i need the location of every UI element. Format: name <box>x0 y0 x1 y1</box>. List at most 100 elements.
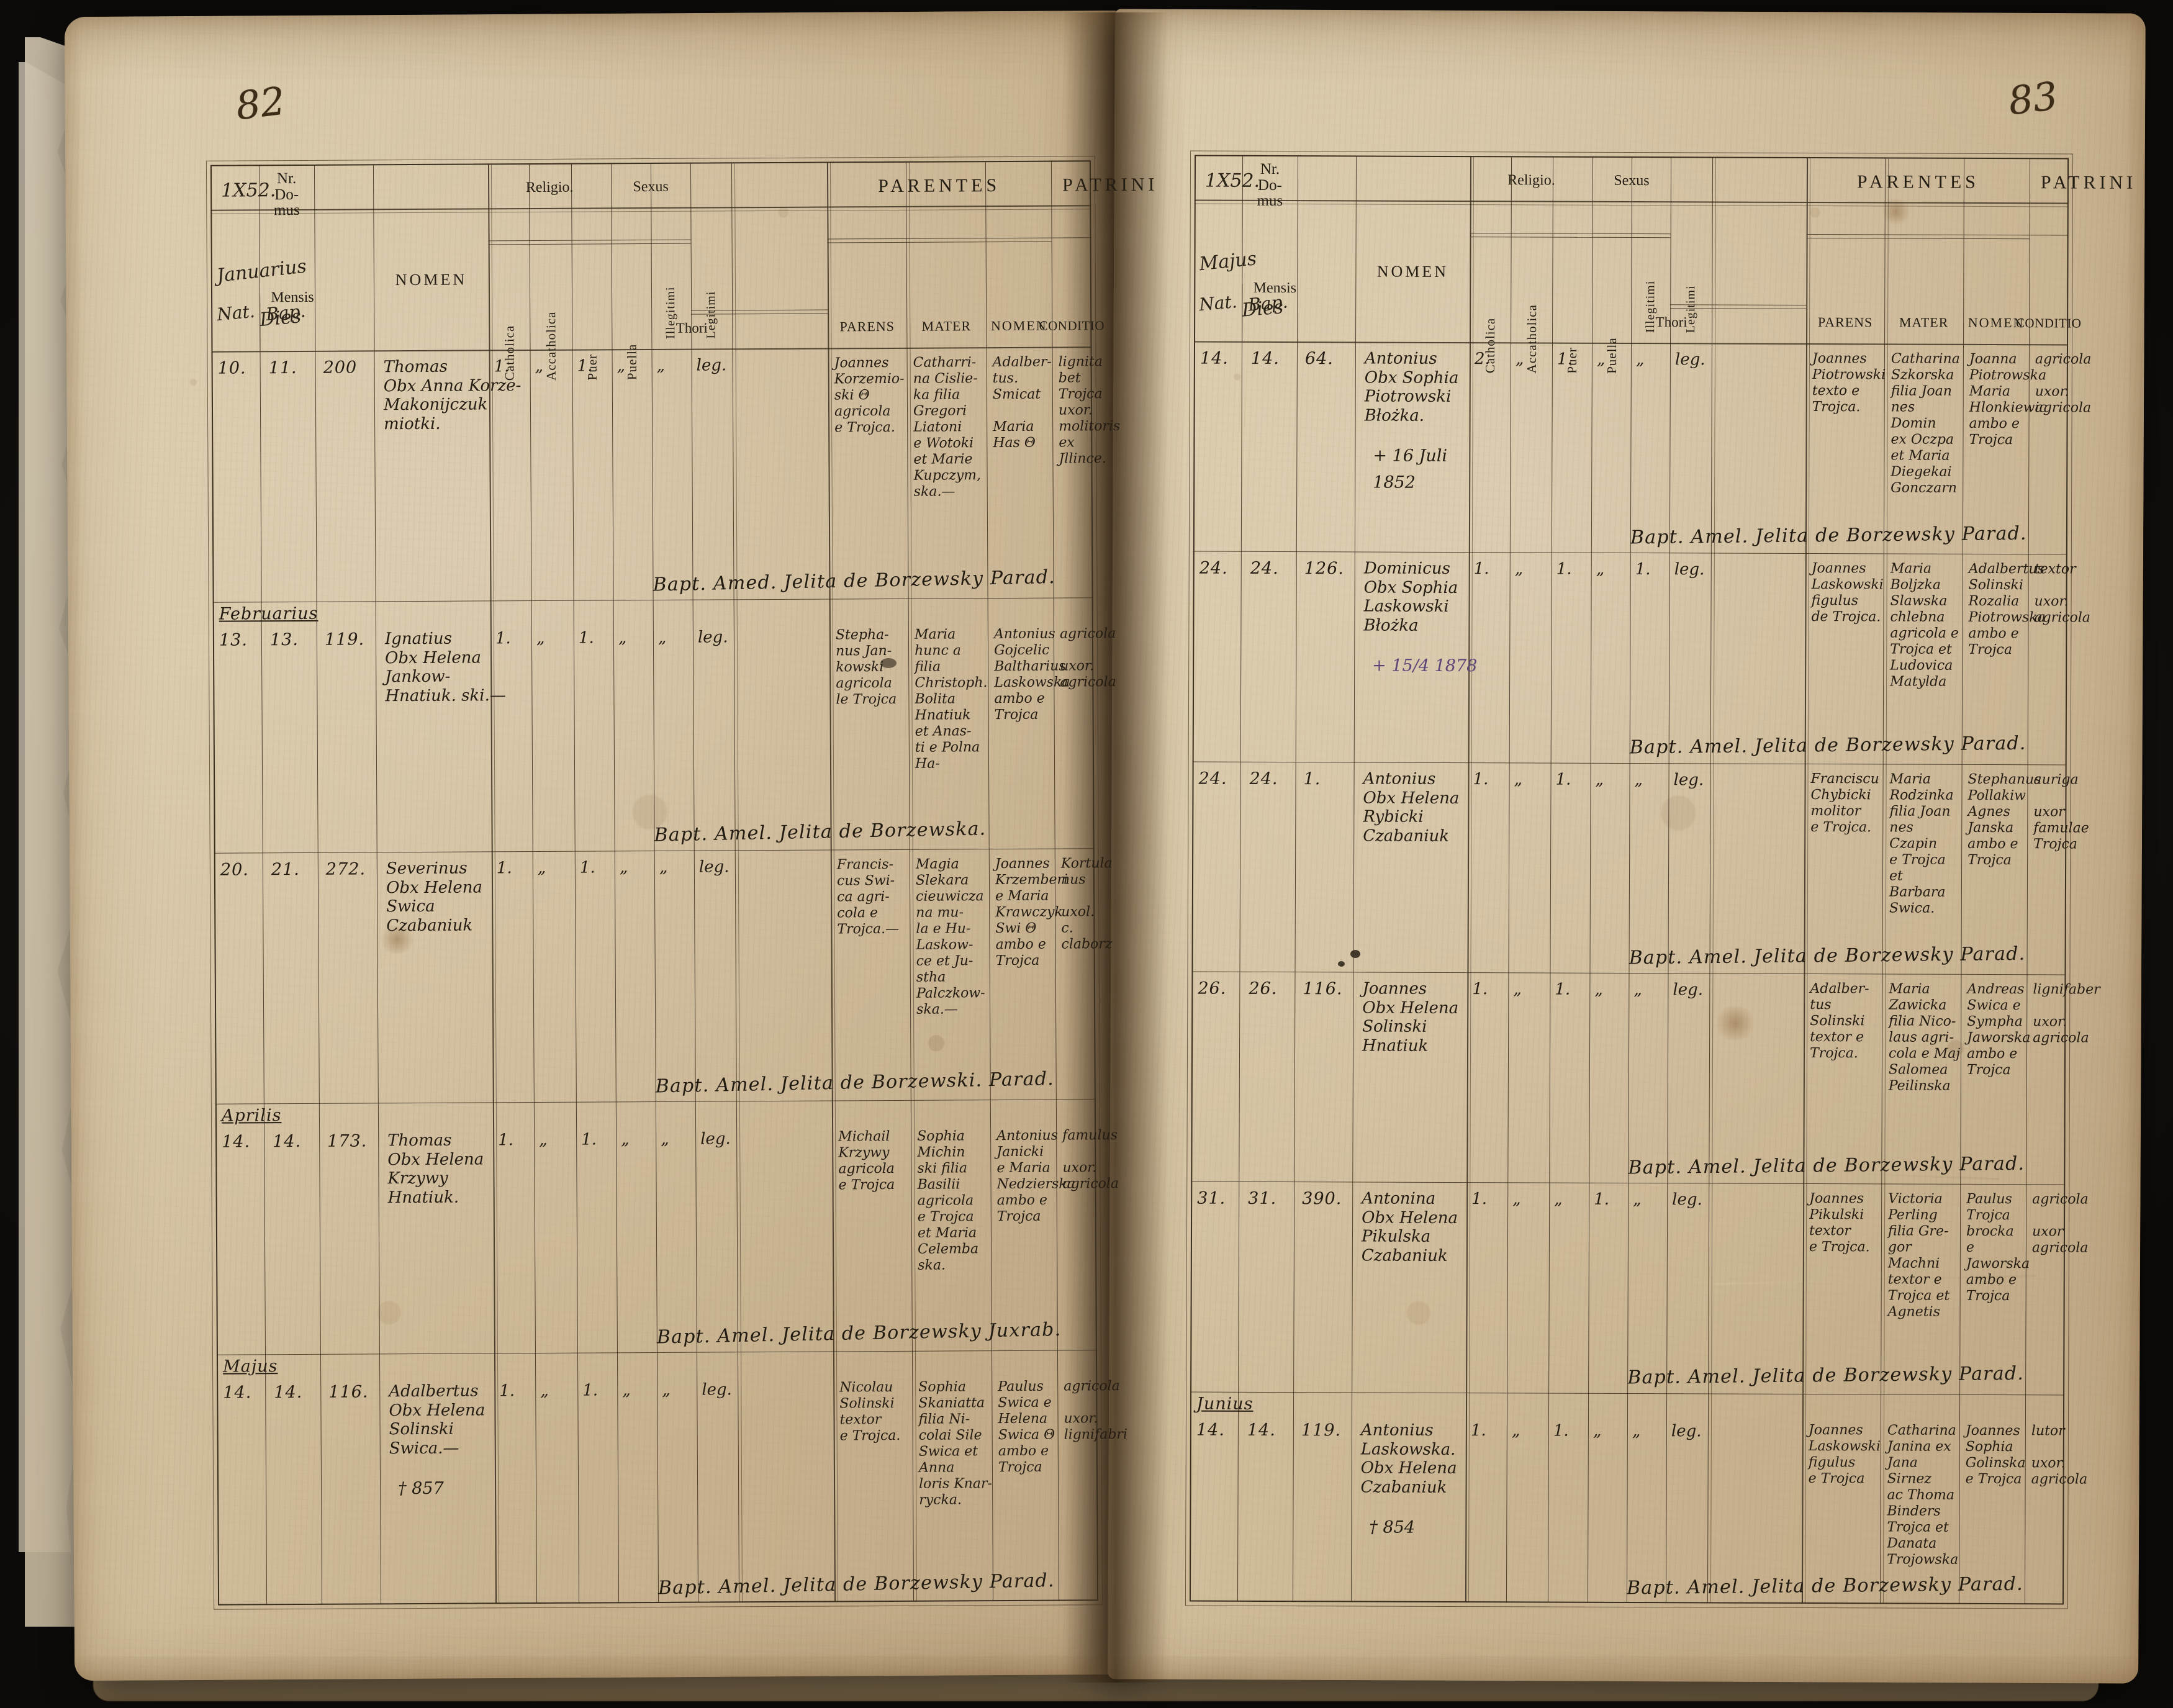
table-row: 24. 24. 1. Antonius Obx Helena Rybicki Czab… <box>1191 762 2089 975</box>
nomen-header: NOMEN <box>395 270 468 289</box>
row-mater: Maria hunc a filia Christoph. Bolita Hna… <box>914 626 988 772</box>
row-patrini-nomen: Joannes Krzemberi e Maria Krawczyk Swi Θ… <box>995 856 1068 969</box>
baptismus-header: Bap. <box>1247 291 1289 315</box>
row-mater: Maria Boljzka Slawska chlebna agricola e… <box>1890 561 1959 690</box>
row-parens: Stepha- nus Jan- kowski agricola le Troj… <box>835 627 897 708</box>
table-row: 31. 31. 390. Antonina Obx Helena Pikulska C… <box>1190 1182 2089 1394</box>
natus-header: Nat. <box>215 300 256 325</box>
parens-header: PARENS <box>839 319 895 335</box>
religio-header: Religio. <box>1507 172 1555 189</box>
row-accatholica: „ <box>535 356 544 376</box>
row-illegitimi: „ <box>1633 980 1642 1000</box>
row-mater: Maria Rodzinka filia Joan nes Czapin e T… <box>1889 771 1954 916</box>
row-conditio: agricola uxor. lignifabri <box>1064 1378 1127 1443</box>
row-nr-domus: 119. <box>324 630 365 649</box>
row-accatholica: „ <box>537 858 546 877</box>
row-patrini-nomen: Stephanus Pollakiw Agnes Janska ambo e T… <box>1967 771 2041 868</box>
row-accatholica: „ <box>536 628 545 648</box>
thori-header: Thori <box>675 320 708 336</box>
row-signature: Bapt. Amel. Jelita de Borzewsky Parad. <box>1626 1573 2023 1599</box>
sexus-header: Sexus <box>1614 173 1650 189</box>
row-conditio: lutor uxor. agricola <box>2031 1423 2088 1488</box>
conditio-header: CONDITIO <box>1039 318 1105 333</box>
row-dies-baptismus: 14. <box>273 1131 302 1152</box>
nr-domus-header-line: Nr. <box>276 170 297 188</box>
row-month: Junius <box>1196 1394 1254 1414</box>
row-dies-natus: 31. <box>1197 1188 1226 1208</box>
row-catholica: 1. <box>1471 1190 1488 1209</box>
row-legitimi: leg. <box>697 628 728 647</box>
row-legitimi: leg. <box>1674 350 1705 369</box>
row-signature: Bapt. Amel. Jelita de Borzewsky Parad. <box>657 1570 1055 1599</box>
row-mater: Maria Zawicka filia Nico- laus agri- col… <box>1888 981 1961 1094</box>
row-dies-natus: 14. <box>223 1383 252 1403</box>
row-dies-natus: 24. <box>1198 769 1227 788</box>
row-catholica: 2. <box>1474 350 1490 369</box>
parentes-header: PARENTES <box>1856 171 1979 193</box>
row-death-note: + 15/4 1878 <box>1372 656 1478 676</box>
row-conditio: auriga uxor famulae Trojca <box>2033 772 2089 852</box>
row-parens: Franciscu Chybicki molitor e Trojca. <box>1810 771 1879 836</box>
table-row: 10. 11. 200 Thomas Obx Anna Korze- Makonijc… <box>212 346 1121 602</box>
row-dies-natus: 14. <box>1196 1420 1225 1440</box>
table-row: 20. 21. 272. Severinus Obx Helena Swica Cza… <box>214 848 1113 1103</box>
table-row: Majus 14. 14. 116. Adalbertus Obx Helena Sol… <box>217 1350 1127 1605</box>
row-nr-domus: 1. <box>1303 769 1321 789</box>
row-dies-baptismus: 26. <box>1249 978 1278 999</box>
row-accatholica: „ <box>1515 350 1524 369</box>
row-catholica: 1. <box>499 1381 515 1401</box>
row-dies-natus: 14. <box>222 1132 251 1152</box>
row-illegitimi: „ <box>661 1129 669 1149</box>
row-signature: Bapt. Amel. Jelita de Borzewski. Parad. <box>655 1068 1055 1098</box>
row-accatholica: „ <box>1514 559 1524 579</box>
row-dies-natus: 24. <box>1199 558 1228 578</box>
row-mater: Magia Slekara cieuwicza na mu- la e Hu- … <box>915 856 985 1018</box>
row-parens: Adalber- tus Solinski textor e Trojca. <box>1809 981 1869 1062</box>
parens-header: PARENS <box>1817 314 1873 330</box>
row-legitimi: leg. <box>702 1380 732 1399</box>
table-row: Junius 14. 14. 119. Antonius Laskowska. Obx … <box>1190 1392 2087 1605</box>
row-dies-baptismus: 14. <box>1250 348 1280 369</box>
row-conditio: agricola uxor agricola <box>2031 1191 2089 1256</box>
row-puella: „ <box>1596 559 1605 579</box>
row-accatholica: „ <box>1511 1421 1520 1440</box>
row-puella: „ <box>622 1381 631 1400</box>
paper-stain <box>379 925 416 954</box>
row-catholica: 1. <box>495 629 511 648</box>
row-puer: „ <box>1554 1190 1563 1209</box>
row-puella: 1. <box>1594 1190 1610 1209</box>
row-puer: 1. <box>577 356 593 376</box>
row-dies-natus: 20. <box>220 860 249 880</box>
row-dies-baptismus: 21. <box>271 859 300 880</box>
register-table-left: 1Ⅹ52. Nr. Do-mus Religio. Sexus PARENTES PATRI… <box>206 156 1158 1610</box>
row-conditio: agricola uxor. agricola <box>1059 626 1116 690</box>
row-nr-domus: 116. <box>1303 979 1343 999</box>
row-accatholica: „ <box>539 1130 548 1149</box>
row-catholica: 1. <box>1472 980 1488 999</box>
row-patrini-nomen: Antonius Gojcelic Baltharius Laskowska a… <box>993 626 1070 723</box>
row-parens: Nicolau Solinski textor e Trojca. <box>839 1379 901 1444</box>
row-illegitimi: „ <box>1632 1422 1641 1441</box>
row-signature: Bapt. Amel. Jelita de Borzewsky Parad. <box>1630 522 2027 549</box>
row-parens: Joannes Pikulski textor e Trojca. <box>1809 1191 1870 1255</box>
row-puer: 1. <box>1555 980 1571 999</box>
row-signature: Bapt. Amel. Jelita de Borzewska. <box>654 818 987 846</box>
row-signature: Bapt. Amel. Jelita de Borzewsky Parad. <box>1627 1362 2025 1389</box>
row-puer: 1. <box>578 628 594 648</box>
row-puer: 1. <box>1556 559 1572 579</box>
page-number-right: 83 <box>2005 73 2061 124</box>
row-accatholica: „ <box>1514 770 1523 789</box>
row-legitimi: leg. <box>1671 1422 1702 1441</box>
nomen-header: NOMEN <box>1376 262 1449 281</box>
row-conditio: Kortula nus uxol. c. claborz <box>1060 856 1113 952</box>
thori-header: Thori <box>1655 314 1687 330</box>
row-patrini-nomen: Andreas Swica e Sympha Jaworska ambo e T… <box>1966 981 2031 1078</box>
row-signature: Bapt. Amel. Jelita de Borzewsky Parad. <box>1629 732 2026 759</box>
row-signature: Bapt. Amel. Jelita de Borzewsky Juxrab. <box>656 1319 1062 1349</box>
mater-header: MATER <box>921 318 972 335</box>
row-puella: „ <box>1596 350 1606 369</box>
row-puella: „ <box>617 356 626 376</box>
row-puella: „ <box>1592 1421 1602 1440</box>
row-dies-baptismus: 24. <box>1249 769 1278 789</box>
row-death-note: † 857 <box>398 1478 444 1499</box>
